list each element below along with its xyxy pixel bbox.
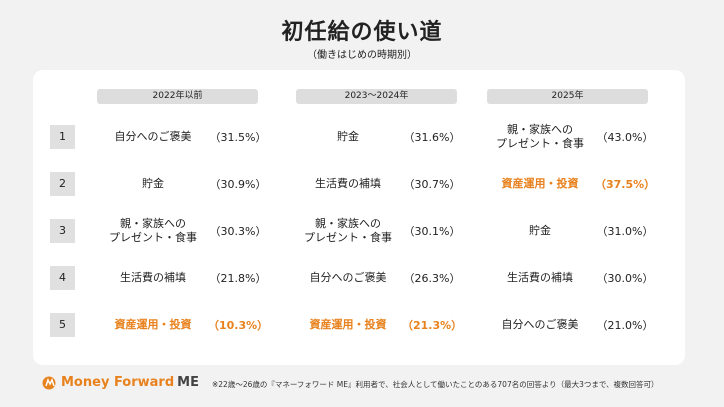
item-label: 自分へのご褒美 [114,130,192,143]
rank-badge: 5 [50,313,75,337]
column-header: 2022年以前 [97,89,258,104]
item-percent: （26.3%） [403,272,461,285]
item-label: 資産運用・投資 [114,318,192,331]
item-label: 資産運用・投資 [501,177,579,190]
item-label: 自分へのご褒美 [309,271,387,284]
footnote: ※22歳〜26歳の『マネーフォワード ME』利用者で、社会人として働いたことのあ… [212,380,659,389]
item-label: 生活費の補填 [315,177,381,190]
rank-badge: 1 [50,125,75,149]
item-label: 生活費の補填 [120,271,186,284]
rank-badge: 4 [50,266,75,290]
item-label: 自分へのご褒美 [501,318,579,331]
item-label: 貯金 [142,177,164,190]
column-header: 2023〜2024年 [296,89,457,104]
logo-icon [42,376,56,389]
item-label: 親・家族への プレゼント・食事 [109,217,197,244]
money-forward-logo: Money Forward ME [42,375,199,390]
item-percent: （30.7%） [403,178,461,191]
ranking-card [33,70,685,365]
rank-badge: 2 [50,172,75,196]
item-percent: （30.3%） [209,225,267,238]
item-label: 貯金 [337,130,359,143]
item-label: 貯金 [529,224,551,237]
item-percent: （31.0%） [596,225,654,238]
item-label: 生活費の補填 [507,271,573,284]
item-percent: （10.3%） [208,319,269,332]
logo-suffix: ME [177,375,199,390]
item-percent: （31.5%） [209,131,267,144]
item-percent: （37.5%） [595,178,656,191]
item-percent: （30.0%） [596,272,654,285]
item-label: 資産運用・投資 [309,318,387,331]
item-percent: （21.0%） [596,319,654,332]
item-percent: （43.0%） [596,131,654,144]
item-percent: （30.1%） [403,225,461,238]
item-percent: （21.8%） [209,272,267,285]
rank-badge: 3 [50,219,75,243]
item-label: 親・家族への プレゼント・食事 [304,217,392,244]
item-percent: （30.9%） [209,178,267,191]
item-percent: （21.3%） [402,319,463,332]
column-header: 2025年 [487,89,648,104]
item-label: 親・家族への プレゼント・食事 [496,123,584,150]
logo-text: Money Forward [61,375,175,390]
item-percent: （31.6%） [403,131,461,144]
page-title: 初任給の使い道 [281,20,443,45]
page-subtitle: （働きはじめの時期別） [307,50,417,61]
